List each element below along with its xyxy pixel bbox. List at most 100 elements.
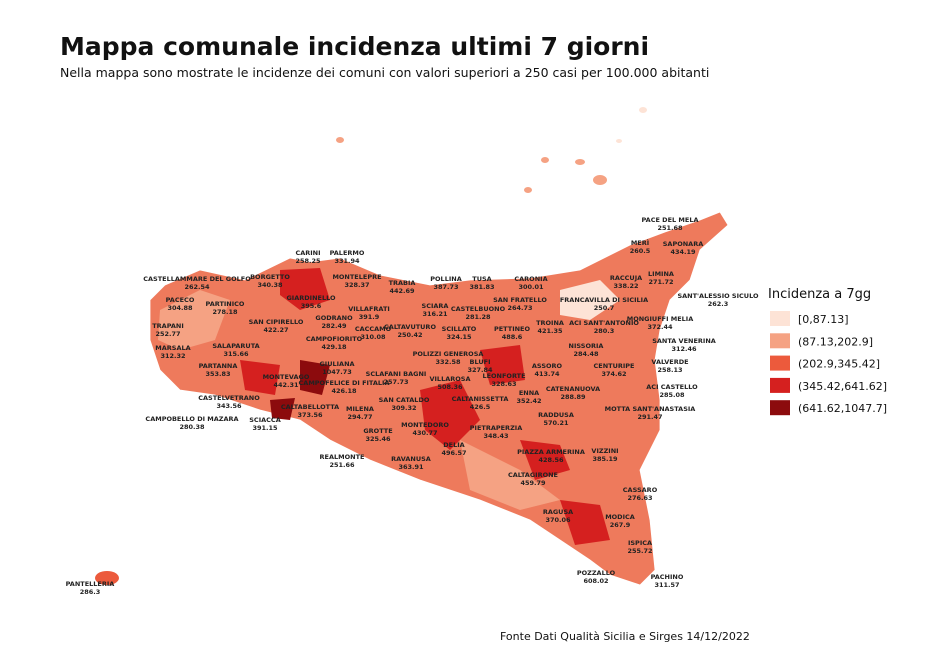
comune-value: 280.3	[594, 327, 615, 335]
comune-value: 267.9	[610, 521, 631, 529]
comune-name: CAMPOBELLO DI MAZARA	[145, 415, 238, 423]
comune-value: 294.77	[347, 413, 372, 421]
legend-swatch	[770, 355, 790, 371]
legend-swatch	[770, 400, 790, 416]
comune-value: 340.38	[257, 281, 283, 289]
comune-value: 348.43	[483, 432, 508, 440]
comune-value: 1047.73	[322, 368, 352, 376]
comune-value: 310.08	[360, 333, 386, 341]
comune-value: 280.38	[179, 423, 205, 431]
comune-name: MODICA	[605, 513, 635, 521]
comune-name: ISPICA	[628, 539, 652, 547]
comune-value: 300.01	[518, 283, 544, 291]
comune-name: NISSORIA	[569, 342, 604, 350]
comune-name: CAMPOFIORITO	[306, 335, 363, 343]
comune-value: 276.63	[627, 494, 652, 502]
comune-name: CALTABELLOTTA	[281, 403, 339, 411]
comune-value: 372.44	[647, 323, 673, 331]
comune-value: 363.91	[398, 463, 424, 471]
comune-name: ACI CASTELLO	[646, 383, 698, 391]
comune-name: TROINA	[536, 319, 564, 327]
comune-name: SALAPARUTA	[212, 342, 259, 350]
comune-name: ASSORO	[532, 362, 563, 370]
comune-name: RADDUSA	[538, 411, 574, 419]
comune-value: 255.72	[627, 547, 652, 555]
comune-name: RAVANUSA	[391, 455, 431, 463]
comune-value: 325.46	[365, 435, 391, 443]
comune-name: SAPONARA	[663, 240, 704, 248]
comune-name: MOTTA SANT'ANASTASIA	[605, 405, 696, 413]
comune-name: CENTURIPE	[594, 362, 635, 370]
comune-name: VILLAROSA	[429, 375, 470, 383]
comune-value: 278.18	[212, 308, 238, 316]
comune-name: BORGETTO	[250, 273, 290, 281]
legend-label: (641.62,1047.7]	[798, 402, 887, 415]
comune-name: CALTAGIRONE	[508, 471, 558, 479]
comune-name: CASTELLAMMARE DEL GOLFO	[143, 275, 251, 283]
comune-name: CAMPOFELICE DI FITALIA	[299, 379, 390, 387]
comune-value: 608.02	[583, 577, 608, 585]
comune-name: MARSALA	[155, 344, 190, 352]
comune-value: 413.74	[534, 370, 560, 378]
comune-name: MERÌ	[631, 238, 649, 247]
comune-name: PACECO	[166, 296, 195, 304]
comune-name: TRAPANI	[152, 322, 184, 330]
comune-value: 258.13	[657, 366, 682, 374]
comune-name: VIZZINI	[591, 447, 618, 455]
source: Fonte Dati Qualità Sicilia e Sirges 14/1…	[500, 630, 750, 643]
comune-name: CARONIA	[514, 275, 547, 283]
comune-value: 312.46	[671, 345, 697, 353]
comune-value: 288.89	[560, 393, 586, 401]
comune-value: 262.54	[184, 283, 210, 291]
comune-name: SCIACCA	[249, 416, 280, 424]
comune-value: 251.68	[657, 224, 683, 232]
comune-name: CASSARO	[623, 486, 658, 494]
comune-name: MONTELEPRE	[332, 273, 381, 281]
comune-value: 327.84	[467, 366, 493, 374]
comune-name: LIMINA	[648, 270, 674, 278]
legend-swatch	[770, 333, 790, 349]
comune-value: 508.36	[437, 383, 463, 391]
comune-value: 250.7	[594, 304, 615, 312]
comune-name: MONTEVAGO	[263, 373, 310, 381]
comune-value: 328.37	[344, 281, 369, 289]
comune-value: 426.5	[470, 403, 491, 411]
comune-value: 442.69	[389, 287, 415, 295]
comune-name: SANTA VENERINA	[652, 337, 716, 345]
comune-name: SAN CIPIRELLO	[249, 318, 304, 326]
comune-name: SAN FRATELLO	[493, 296, 547, 304]
comune-value: 309.32	[391, 404, 416, 412]
legend-label: [0,87.13]	[798, 313, 849, 326]
comune-value: 442.31	[273, 381, 299, 389]
comune-value: 570.21	[543, 419, 569, 427]
comune-name: SANT'ALESSIO SICULO	[677, 292, 759, 300]
sicily	[95, 107, 729, 586]
comune-value: 353.83	[205, 370, 230, 378]
comune-value: 286.3	[80, 588, 101, 596]
comune-name: RAGUSA	[543, 508, 573, 516]
comune-name: BLUFI	[469, 358, 490, 366]
comune-value: 316.21	[422, 310, 448, 318]
comune-value: 374.62	[601, 370, 626, 378]
comune-name: SCILLATO	[442, 325, 477, 333]
comune-value: 395.6	[301, 302, 322, 310]
comune-name: MILENA	[346, 405, 374, 413]
legend-title: Incidenza a 7gg	[768, 287, 871, 302]
comune-value: 387.73	[433, 283, 458, 291]
comune-name: DELIA	[443, 441, 464, 449]
comune-value: 421.35	[537, 327, 563, 335]
title: Mappa comunale incidenza ultimi 7 giorni	[60, 32, 649, 61]
legend-label: (202.9,345.42]	[798, 358, 880, 371]
comune-value: 428.56	[538, 456, 564, 464]
comune-value: 332.58	[435, 358, 461, 366]
comune-value: 391.15	[252, 424, 278, 432]
comune-value: 250.42	[397, 331, 422, 339]
comune-name: POLLINA	[430, 275, 461, 283]
comune-name: MONGIUFFI MELIA	[627, 315, 694, 323]
comune-value: 312.32	[160, 352, 185, 360]
comune-value: 352.42	[516, 397, 541, 405]
comune-value: 434.19	[670, 248, 696, 256]
comune-value: 260.5	[630, 247, 651, 255]
comune-name: MONTEDORO	[401, 421, 449, 429]
comune-name: CALTAVUTURO	[384, 323, 436, 331]
